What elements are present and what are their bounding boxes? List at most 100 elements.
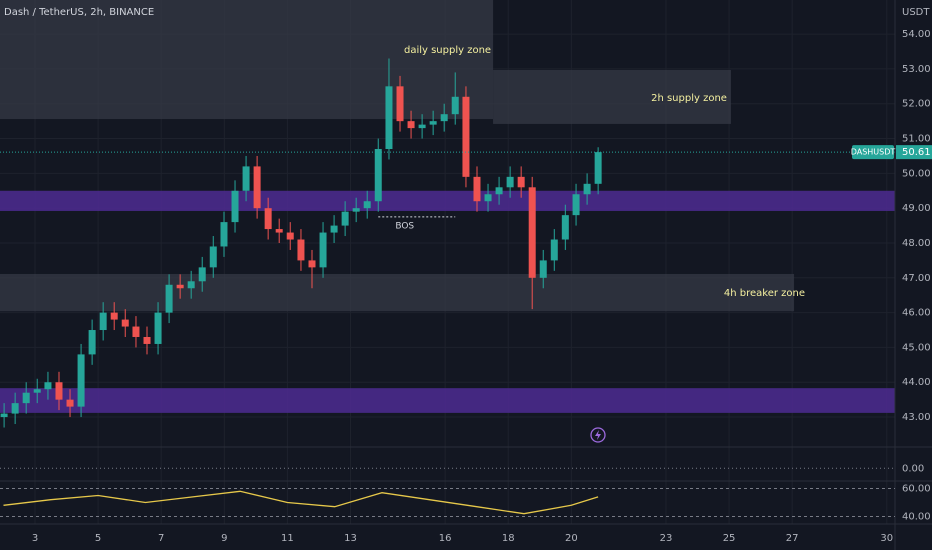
y-tick-label: 44.00	[902, 377, 931, 388]
candle-body	[594, 152, 602, 184]
chart-title: Dash / TetherUS, 2h, BINANCE	[4, 7, 154, 18]
candle-body	[462, 96, 470, 177]
candle-body	[550, 239, 558, 261]
y-tick-label: 53.00	[902, 64, 931, 75]
y-tick-label: 43.00	[902, 412, 931, 423]
candle-body	[451, 96, 459, 115]
candle-body	[264, 208, 272, 230]
rsi-line	[3, 490, 599, 515]
zone	[493, 69, 731, 124]
candle-body	[44, 382, 52, 390]
candle-body	[429, 121, 437, 125]
candle-body	[418, 124, 426, 129]
y-unit: USDT	[902, 7, 930, 18]
price-tag	[896, 145, 932, 160]
candle-body	[77, 354, 85, 407]
zone-label: 4h breaker zone	[724, 288, 805, 299]
candle-body	[154, 312, 162, 344]
candle-body	[209, 246, 217, 268]
candle-body	[0, 413, 8, 418]
x-tick-label: 16	[439, 533, 452, 544]
candle-body	[253, 166, 261, 209]
candle-body	[275, 229, 283, 233]
candle-body	[341, 211, 349, 226]
candle-body	[352, 208, 360, 212]
candle-body	[407, 121, 415, 129]
candle-body	[11, 403, 19, 414]
candle-body	[66, 399, 74, 407]
candle-body	[132, 326, 140, 337]
x-tick-label: 5	[95, 533, 101, 544]
candle-body	[495, 187, 503, 195]
rsi-tick-label: 40.00	[902, 511, 931, 522]
zone-label: daily supply zone	[404, 45, 491, 56]
zone	[0, 0, 494, 120]
x-tick-label: 20	[565, 533, 578, 544]
zone	[0, 273, 795, 312]
y-tick-label: 46.00	[902, 308, 931, 319]
y-tick-label: 45.00	[902, 342, 931, 353]
candle-body	[286, 232, 294, 240]
x-tick-label: 9	[221, 533, 227, 544]
candle-body	[165, 284, 173, 313]
y-tick-label: 48.00	[902, 238, 931, 249]
back-layer	[0, 0, 895, 524]
candle-body	[473, 176, 481, 202]
zone-label: 2h supply zone	[651, 93, 727, 104]
candle-body	[55, 382, 63, 400]
candle-body	[374, 149, 382, 202]
y-tick-label: 54.00	[902, 29, 931, 40]
y-tick-label: 49.00	[902, 203, 931, 214]
y-tick-label: 51.00	[902, 134, 931, 145]
price-label: 50.61	[902, 147, 931, 158]
candle-body	[528, 187, 536, 278]
candle-body	[176, 284, 184, 289]
bos-label: BOS	[395, 221, 414, 231]
main-layer: daily supply zone 2h supply zone 4h breake…	[0, 45, 895, 428]
candle-body	[220, 222, 228, 247]
candle-body	[22, 392, 30, 404]
candle-body	[396, 86, 404, 122]
x-tick-label: 7	[158, 533, 164, 544]
band	[0, 388, 895, 413]
candle-body	[539, 260, 547, 278]
candle-body	[121, 319, 129, 327]
candle-body	[561, 215, 569, 240]
candle-body	[297, 239, 305, 261]
candle-body	[99, 312, 107, 331]
candle-body	[319, 232, 327, 268]
candle-body	[363, 201, 371, 209]
candle-body	[583, 183, 591, 195]
x-tick-label: 13	[344, 533, 357, 544]
candle-body	[484, 194, 492, 202]
candle-body	[198, 267, 206, 282]
x-tick-label: 11	[281, 533, 294, 544]
macd-tick-label: 0.00	[902, 463, 924, 474]
candle-body	[143, 336, 151, 344]
x-tick-label: 27	[786, 533, 799, 544]
candle-body	[572, 194, 580, 216]
y-tick-label: 50.00	[902, 168, 931, 179]
alert-icon-bolt	[595, 430, 601, 440]
x-tick-label: 30	[880, 533, 893, 544]
x-tick-label: 3	[32, 533, 38, 544]
candle-body	[242, 166, 250, 191]
candle-body	[385, 86, 393, 149]
band	[0, 190, 895, 211]
candle-body	[330, 225, 338, 233]
x-tick-label: 18	[502, 533, 515, 544]
candle-body	[440, 114, 448, 122]
candle-body	[231, 190, 239, 223]
y-tick-label: 47.00	[902, 273, 931, 284]
candle-body	[33, 389, 41, 393]
alert-icon[interactable]	[590, 427, 606, 443]
candle-body	[517, 176, 525, 188]
rsi-tick-label: 60.00	[902, 484, 931, 495]
candle-body	[187, 281, 195, 289]
x-tick-label: 25	[723, 533, 736, 544]
candle-body	[110, 312, 118, 320]
candle-body	[308, 260, 316, 268]
x-tick-label: 23	[660, 533, 673, 544]
candle-body	[88, 330, 96, 355]
